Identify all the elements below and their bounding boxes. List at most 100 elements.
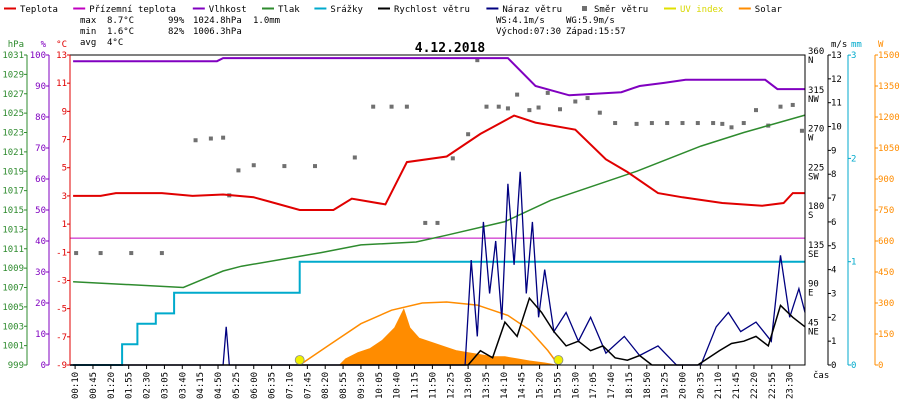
direction-degree-label: 180: [808, 202, 824, 212]
wind-tick-label: 7: [831, 194, 836, 204]
time-tick-label: 11:15: [411, 372, 421, 399]
wind-direction-point: [282, 164, 287, 169]
pressure-axis-label: hPa: [8, 40, 24, 50]
direction-compass-label: N: [808, 56, 813, 66]
temperature-tick-label: 11: [56, 79, 67, 89]
stats-humidity: 99%: [168, 16, 185, 26]
temperature-axis-label: °C: [56, 40, 67, 50]
wind-direction-point: [665, 121, 670, 126]
humidity-tick-label: 100: [30, 51, 46, 61]
legend-item: Přízemní teplota: [73, 5, 176, 15]
humidity-tick-label: 40: [35, 237, 46, 247]
plot-area: [70, 57, 806, 366]
wind-direction-point: [129, 251, 134, 256]
rain-tick-label: 3: [851, 51, 856, 61]
pressure-tick-label: 1017: [2, 187, 24, 197]
time-tick-label: 11:50: [428, 372, 438, 399]
time-tick-label: 05:25: [232, 372, 242, 399]
time-axis-label: čas: [813, 370, 829, 381]
stats-row: min 1.6°C 82% 1006.3hPa: [80, 27, 242, 37]
time-tick-label: 18:50: [643, 372, 653, 399]
time-tick-label: 10:40: [393, 372, 403, 399]
time-tick-label: 21:10: [714, 372, 724, 399]
time-axis: 00:10 00:45 01:20 01:55 02:30 03:05 03:40 04:15…: [71, 365, 829, 399]
temperature-tick-label: -3: [56, 276, 67, 286]
legend-label: Tlak: [278, 5, 300, 15]
wind-direction-point: [515, 92, 520, 97]
wind-direction-point: [404, 104, 409, 109]
wind-tick-label: 2: [831, 313, 836, 323]
stats-header: max 8.7°C 99% 1024.8hPa 1.0mm min 1.6°C 82% 1006…: [80, 16, 626, 48]
wind-direction-point: [505, 106, 510, 111]
legend-swatch: [582, 6, 587, 11]
pressure-tick-label: 1023: [2, 129, 24, 139]
legend-label: Teplota: [20, 5, 58, 15]
wind-direction-point: [711, 121, 716, 126]
wind-direction-point: [695, 121, 700, 126]
time-tick-label: 15:20: [536, 372, 546, 399]
pressure-tick-label: 1011: [2, 245, 24, 255]
time-tick-label: 22:20: [750, 372, 760, 399]
wind-direction-point: [754, 108, 758, 113]
pressure-tick-label: 1025: [2, 109, 24, 119]
time-tick-label: 00:10: [71, 372, 81, 399]
humidity-tick-label: 30: [35, 268, 46, 278]
chart-legend: Teplota Přízemní teplota Vlhkost Tlak Srážky…: [4, 5, 782, 15]
wind-tick-label: 5: [831, 242, 836, 252]
temperature-tick-label: 1: [62, 220, 67, 230]
humidity-tick-label: 60: [35, 175, 46, 185]
time-tick-label: 06:35: [268, 372, 278, 399]
humidity-line: [73, 57, 805, 97]
wind-tick-label: 8: [831, 170, 836, 180]
time-tick-label: 14:10: [500, 372, 510, 399]
direction-compass-label: E: [808, 289, 813, 299]
wind-direction-point: [450, 156, 455, 161]
legend-label: Rychlost větru: [394, 5, 470, 15]
pressure-tick-label: 1013: [2, 225, 24, 235]
rain-line: [73, 260, 805, 366]
temperature-tick-label: -5: [56, 305, 67, 315]
pressure-tick-label: 1029: [2, 70, 24, 80]
solar-tick-label: 150: [878, 330, 894, 340]
legend-item: Náraz větru: [486, 5, 562, 15]
pressure-tick-label: 1009: [2, 264, 24, 274]
legend-label: Solar: [755, 5, 783, 15]
time-tick-label: 03:40: [178, 372, 188, 399]
wind-direction-point: [649, 121, 654, 126]
time-tick-label: 12:25: [446, 372, 456, 399]
legend-label: Náraz větru: [502, 5, 562, 15]
wind-direction-point: [720, 121, 725, 126]
wind-direction-point: [545, 90, 550, 95]
solar-tick-label: 1200: [878, 113, 900, 123]
stats-label: avg: [80, 38, 96, 48]
wind-direction-point: [527, 108, 532, 113]
wind-direction-point: [613, 121, 618, 126]
legend-item: Směr větru: [582, 5, 648, 15]
solar-tick-label: 1500: [878, 51, 900, 61]
wind-tick-label: 3: [831, 289, 836, 299]
wind-direction-point: [680, 121, 685, 126]
wind-direction-point: [236, 168, 241, 173]
solar-clear-sky-line: [299, 301, 560, 366]
direction-compass-label: W: [808, 134, 814, 144]
time-tick-label: 04:50: [214, 372, 224, 399]
legend-item: Teplota: [4, 5, 58, 15]
wind-direction-point: [466, 132, 471, 137]
time-tick-label: 08:20: [321, 372, 331, 399]
time-tick-label: 15:55: [553, 372, 563, 399]
wind-direction-point: [778, 104, 783, 109]
wind-tick-label: 6: [831, 218, 836, 228]
wind-tick-label: 13: [831, 51, 842, 61]
humidity-tick-label: 20: [35, 299, 46, 309]
rain-axis: mm3 2 1 0: [847, 40, 862, 371]
time-tick-label: 20:35: [696, 372, 706, 399]
direction-compass-label: SW: [808, 172, 819, 182]
stats-rain: 1.0mm: [253, 16, 280, 26]
legend-label: Srážky: [330, 5, 363, 15]
time-tick-label: 23:30: [786, 372, 796, 399]
wind-direction-point: [741, 121, 746, 126]
